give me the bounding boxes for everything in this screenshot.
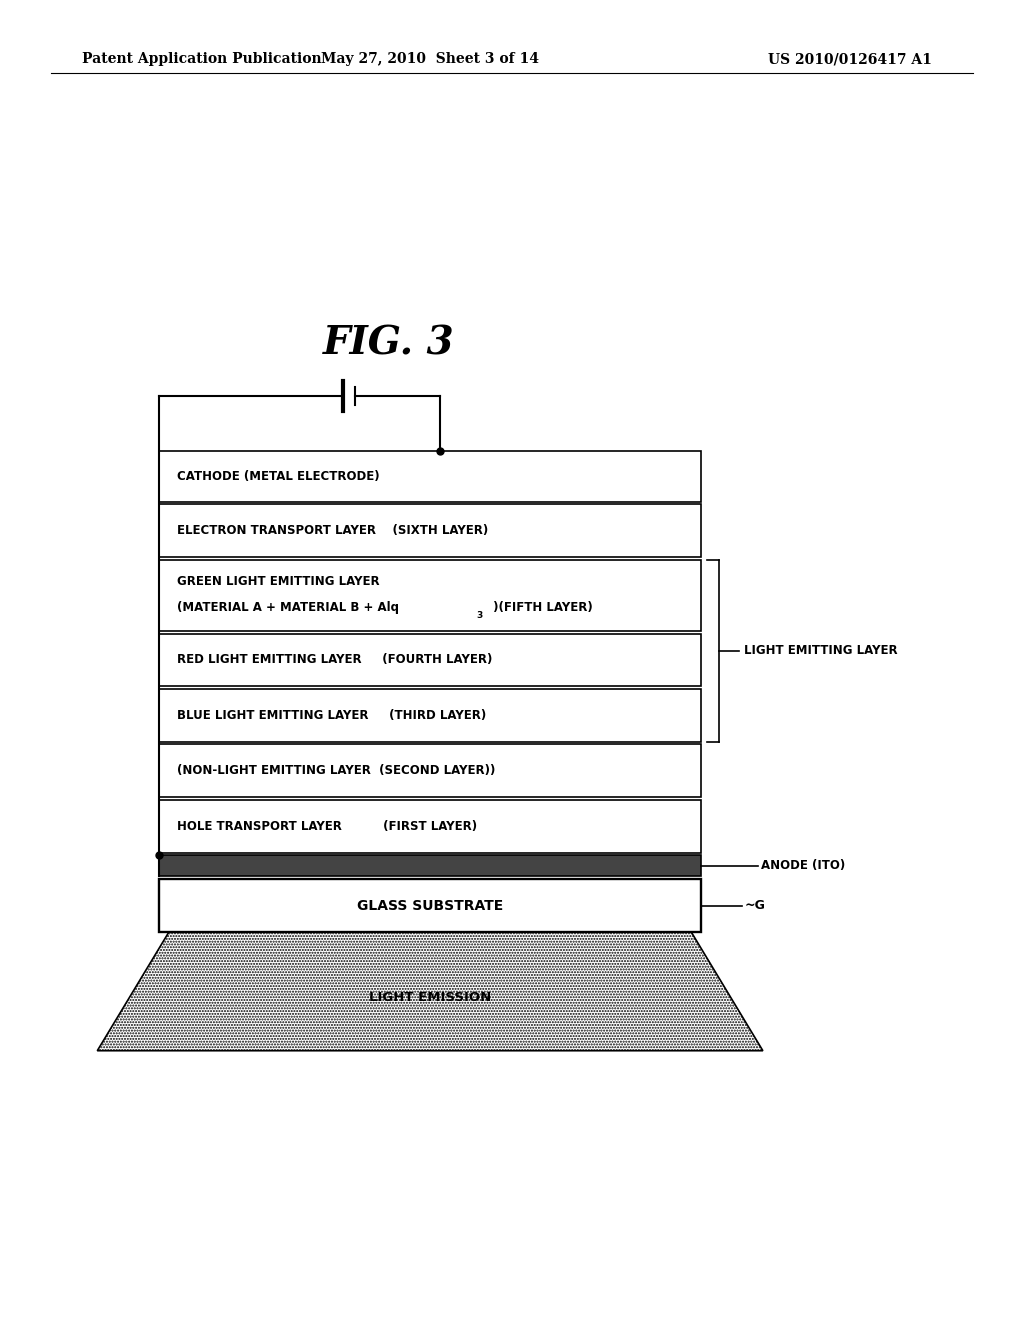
Text: May 27, 2010  Sheet 3 of 14: May 27, 2010 Sheet 3 of 14: [322, 53, 539, 66]
Text: )(FIFTH LAYER): )(FIFTH LAYER): [489, 601, 593, 614]
Text: LIGHT EMISSION: LIGHT EMISSION: [369, 991, 492, 1003]
Text: 3: 3: [476, 611, 482, 619]
Bar: [159, 634, 701, 686]
Text: GLASS SUBSTRATE: GLASS SUBSTRATE: [357, 899, 503, 912]
Text: (MATERIAL A + MATERIAL B + Alq: (MATERIAL A + MATERIAL B + Alq: [177, 601, 399, 614]
Bar: [159, 744, 701, 797]
Text: ELECTRON TRANSPORT LAYER    (SIXTH LAYER): ELECTRON TRANSPORT LAYER (SIXTH LAYER): [177, 524, 488, 537]
Bar: [159, 451, 701, 502]
Text: CATHODE (METAL ELECTRODE): CATHODE (METAL ELECTRODE): [177, 470, 380, 483]
Bar: [159, 879, 701, 932]
Text: ~G: ~G: [744, 899, 765, 912]
Bar: [159, 689, 701, 742]
Bar: [159, 560, 701, 631]
Bar: [159, 855, 701, 876]
Text: Patent Application Publication: Patent Application Publication: [82, 53, 322, 66]
Text: HOLE TRANSPORT LAYER          (FIRST LAYER): HOLE TRANSPORT LAYER (FIRST LAYER): [177, 820, 477, 833]
Text: RED LIGHT EMITTING LAYER     (FOURTH LAYER): RED LIGHT EMITTING LAYER (FOURTH LAYER): [177, 653, 493, 667]
Text: ANODE (ITO): ANODE (ITO): [761, 859, 845, 873]
Bar: [159, 800, 701, 853]
Bar: [159, 504, 701, 557]
Text: BLUE LIGHT EMITTING LAYER     (THIRD LAYER): BLUE LIGHT EMITTING LAYER (THIRD LAYER): [177, 709, 486, 722]
Text: US 2010/0126417 A1: US 2010/0126417 A1: [768, 53, 932, 66]
Text: GREEN LIGHT EMITTING LAYER: GREEN LIGHT EMITTING LAYER: [177, 574, 380, 587]
Text: FIG. 3: FIG. 3: [324, 325, 455, 362]
Text: LIGHT EMITTING LAYER: LIGHT EMITTING LAYER: [744, 644, 898, 657]
Text: (NON-LIGHT EMITTING LAYER  (SECOND LAYER)): (NON-LIGHT EMITTING LAYER (SECOND LAYER)…: [177, 764, 496, 777]
